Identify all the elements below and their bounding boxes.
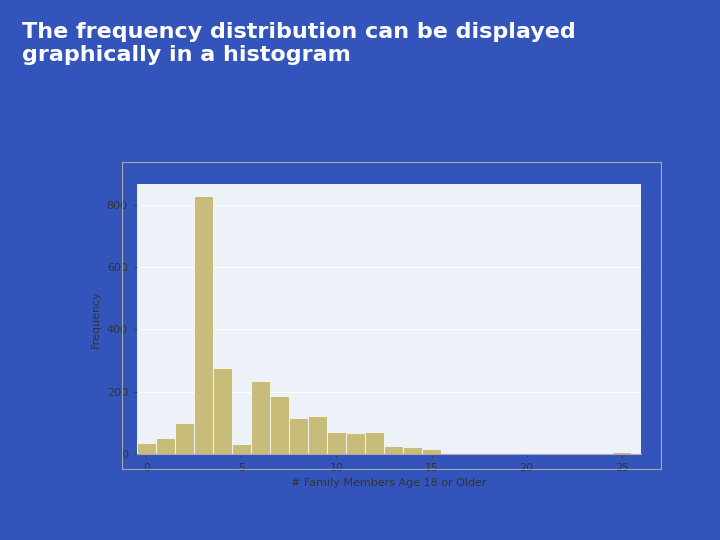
Bar	[213, 368, 232, 454]
Bar	[289, 418, 308, 454]
Bar	[156, 438, 175, 454]
X-axis label: # Family Members Age 18 or Older: # Family Members Age 18 or Older	[291, 478, 487, 488]
Bar	[403, 448, 422, 454]
Bar	[612, 452, 631, 454]
Bar	[327, 432, 346, 454]
Bar	[270, 396, 289, 454]
Bar	[232, 444, 251, 454]
Bar	[137, 443, 156, 454]
Bar	[365, 432, 384, 454]
Bar	[346, 434, 365, 454]
Bar	[422, 449, 441, 454]
Bar	[251, 381, 270, 454]
Text: The frequency distribution can be displayed
graphically in a histogram: The frequency distribution can be displa…	[22, 22, 575, 65]
Bar	[194, 196, 213, 454]
Bar	[308, 416, 327, 454]
Y-axis label: Frequency: Frequency	[91, 289, 101, 348]
Bar	[175, 423, 194, 454]
Bar	[384, 446, 403, 454]
